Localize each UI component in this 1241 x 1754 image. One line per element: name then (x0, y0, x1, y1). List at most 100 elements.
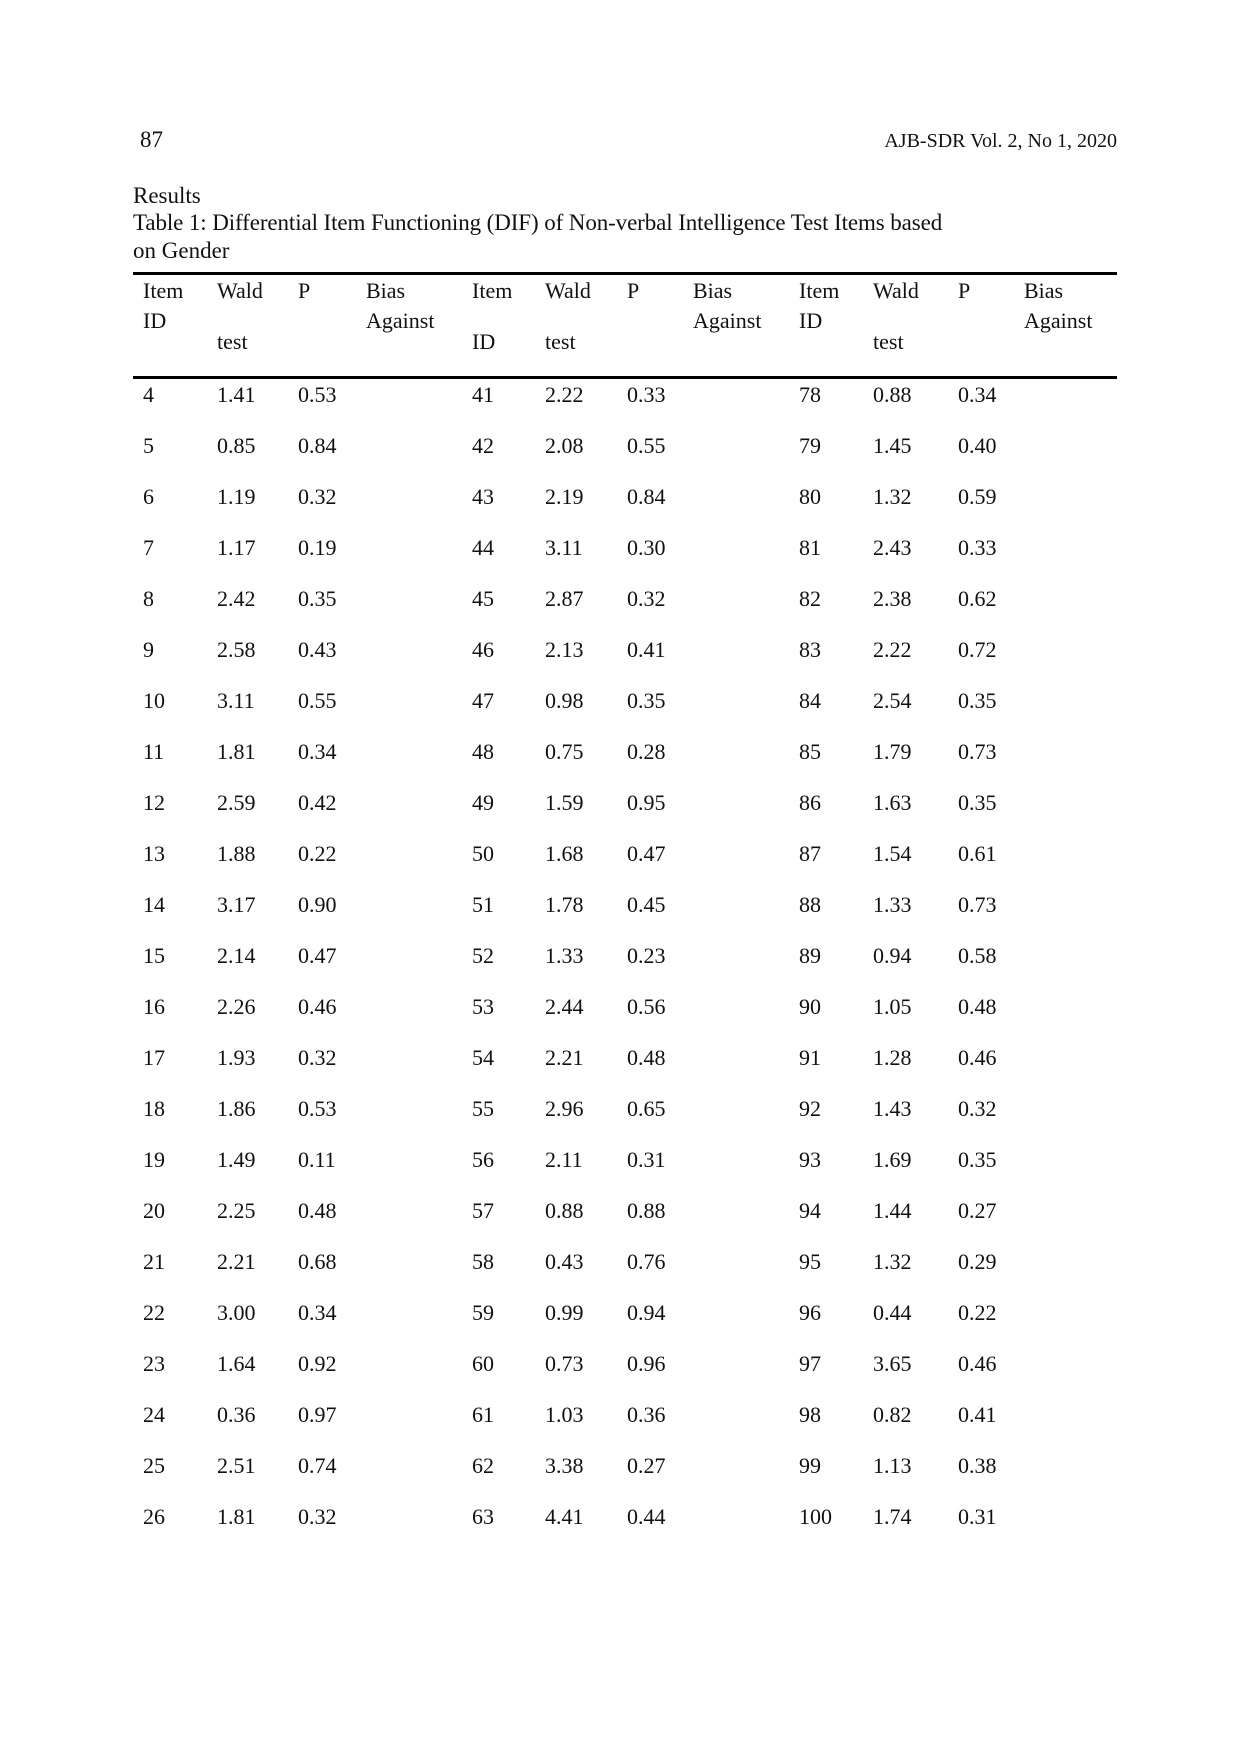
table-cell: 2.44 (545, 994, 584, 1019)
table-cell: 0.32 (298, 1504, 337, 1529)
table-cell: 94 (799, 1198, 821, 1223)
table-cell: 0.11 (298, 1147, 336, 1172)
table-cell: 18 (143, 1096, 165, 1121)
table-cell: 86 (799, 790, 821, 815)
table-cell: 0.34 (958, 382, 997, 407)
table-cell: 0.55 (298, 688, 337, 713)
table-cell: 0.68 (298, 1249, 337, 1274)
table-cell: 2.58 (217, 637, 256, 662)
table-cell: 0.75 (545, 739, 584, 764)
table-cell: 63 (472, 1504, 494, 1529)
table-cell: 1.69 (873, 1147, 912, 1172)
table-cell: 1.05 (873, 994, 912, 1019)
table-cell: 1.43 (873, 1096, 912, 1121)
column-header: Bias (1024, 278, 1064, 303)
table-cell: 43 (472, 484, 494, 509)
table-cell: 2.87 (545, 586, 584, 611)
table-cell: 0.22 (298, 841, 337, 866)
table-cell: 1.19 (217, 484, 256, 509)
column-header-line2: Against (366, 308, 435, 333)
table-cell: 17 (143, 1045, 165, 1070)
table-cell: 0.73 (958, 892, 997, 917)
table-cell: 0.46 (958, 1351, 997, 1376)
table-cell: 7 (143, 535, 154, 560)
table-cell: 0.32 (627, 586, 666, 611)
table-cell: 1.68 (545, 841, 584, 866)
table-cell: 81 (799, 535, 821, 560)
table-cell: 0.48 (627, 1045, 666, 1070)
table-cell: 0.88 (627, 1198, 666, 1223)
table-cell: 3.38 (545, 1453, 584, 1478)
table-cell: 0.48 (298, 1198, 337, 1223)
table-cell: 0.28 (627, 739, 666, 764)
table-cell: 58 (472, 1249, 494, 1274)
column-header: Item (472, 278, 513, 303)
column-header: Wald (545, 278, 591, 303)
table-cell: 2.22 (545, 382, 584, 407)
column-header-line3: ID (472, 329, 496, 354)
table-cell: 0.42 (298, 790, 337, 815)
table-cell: 0.58 (958, 943, 997, 968)
table-cell: 0.43 (298, 637, 337, 662)
table-cell: 0.40 (958, 433, 997, 458)
table-cell: 1.79 (873, 739, 912, 764)
table-cell: 89 (799, 943, 821, 968)
table-cell: 1.17 (217, 535, 256, 560)
column-header-line3: test (545, 329, 576, 354)
table-cell: 93 (799, 1147, 821, 1172)
table-cell: 0.30 (627, 535, 666, 560)
column-header: Wald (217, 278, 263, 303)
table-cell: 87 (799, 841, 821, 866)
table-cell: 56 (472, 1147, 494, 1172)
table-cell: 0.95 (627, 790, 666, 815)
table-cell: 79 (799, 433, 821, 458)
table-cell: 53 (472, 994, 494, 1019)
table-cell: 52 (472, 943, 494, 968)
table-cell: 2.21 (217, 1249, 256, 1274)
table-cell: 0.74 (298, 1453, 337, 1478)
table-cell: 0.27 (958, 1198, 997, 1223)
table-cell: 0.97 (298, 1402, 337, 1427)
table-cell: 0.34 (298, 1300, 337, 1325)
table-cell: 13 (143, 841, 165, 866)
table-cell: 8 (143, 586, 154, 611)
journal-header: AJB-SDR Vol. 2, No 1, 2020 (884, 130, 1117, 152)
column-header: Item (799, 278, 840, 303)
table-cell: 0.96 (627, 1351, 666, 1376)
table-cell: 23 (143, 1351, 165, 1376)
table-cell: 0.90 (298, 892, 337, 917)
table-cell: 1.33 (545, 943, 584, 968)
table-cell: 0.73 (545, 1351, 584, 1376)
table-cell: 2.26 (217, 994, 256, 1019)
table-cell: 14 (143, 892, 165, 917)
table-cell: 11 (143, 739, 165, 764)
table-cell: 12 (143, 790, 165, 815)
table-cell: 19 (143, 1147, 165, 1172)
table-cell: 16 (143, 994, 165, 1019)
table-cell: 2.25 (217, 1198, 256, 1223)
table-cell: 88 (799, 892, 821, 917)
table-cell: 90 (799, 994, 821, 1019)
table-cell: 0.98 (545, 688, 584, 713)
table-cell: 1.74 (873, 1504, 912, 1529)
table-cell: 0.99 (545, 1300, 584, 1325)
column-header: P (627, 278, 640, 303)
table-cell: 1.59 (545, 790, 584, 815)
table-cell: 22 (143, 1300, 165, 1325)
table-cell: 0.36 (217, 1402, 256, 1427)
table-cell: 0.94 (627, 1300, 666, 1325)
table-cell: 1.13 (873, 1453, 912, 1478)
table-cell: 54 (472, 1045, 494, 1070)
table-cell: 1.54 (873, 841, 912, 866)
table-cell: 1.78 (545, 892, 584, 917)
table-cell: 80 (799, 484, 821, 509)
table-cell: 1.64 (217, 1351, 256, 1376)
table-cell: 2.08 (545, 433, 584, 458)
table-cell: 0.73 (958, 739, 997, 764)
table-cell: 1.81 (217, 739, 256, 764)
table-cell: 62 (472, 1453, 494, 1478)
table-cell: 78 (799, 382, 821, 407)
table-cell: 0.56 (627, 994, 666, 1019)
table-cell: 0.33 (627, 382, 666, 407)
table-cell: 1.93 (217, 1045, 256, 1070)
